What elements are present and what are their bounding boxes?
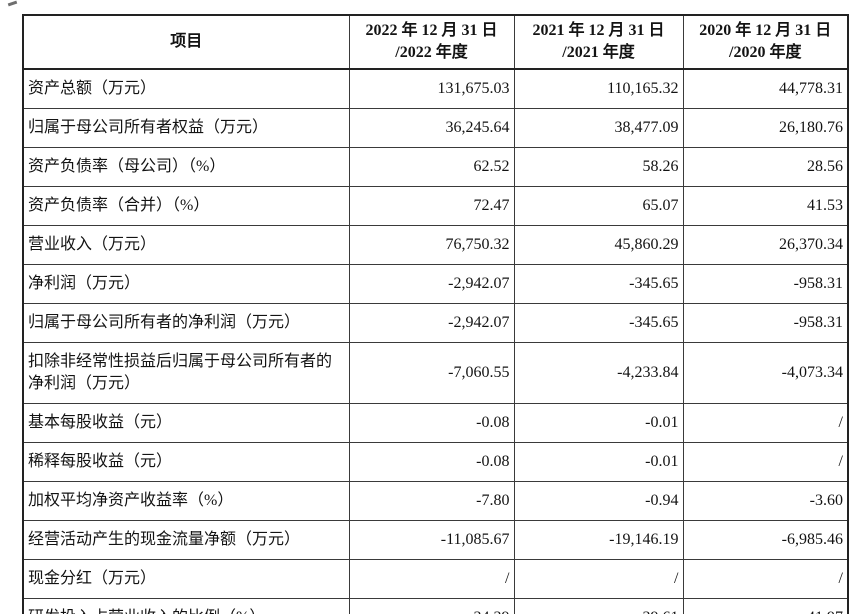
table-row: 归属于母公司所有者的净利润（万元） -2,942.07 -345.65 -958… (22, 303, 849, 343)
value-2022: -11,085.67 (348, 520, 515, 560)
value-2021: -19,146.19 (513, 520, 684, 560)
row-label: 研发投入占营业收入的比例（%） (22, 598, 350, 614)
value-2021: -4,233.84 (513, 342, 684, 404)
value-2020: / (682, 442, 849, 482)
header-line: /2020 年度 (729, 44, 802, 61)
row-label: 资产负债率（合并）（%） (22, 186, 350, 226)
table-row: 净利润（万元） -2,942.07 -345.65 -958.31 (22, 264, 849, 304)
row-label: 净利润（万元） (22, 264, 350, 304)
financial-summary-table: 项目 2022 年 12 月 31 日 /2022 年度 2021 年 12 月… (22, 14, 849, 614)
value-2022: -7.80 (348, 481, 515, 521)
header-line: 2021 年 12 月 31 日 (532, 22, 665, 40)
value-2021: -0.94 (513, 481, 684, 521)
value-2022: -0.08 (348, 442, 515, 482)
value-2021: 110,165.32 (513, 68, 684, 109)
value-2020: 26,180.76 (682, 108, 849, 148)
value-2020: / (682, 559, 849, 599)
value-2022: 34.39 (348, 598, 515, 614)
table-row: 营业收入（万元） 76,750.32 45,860.29 26,370.34 (22, 225, 849, 265)
row-label: 基本每股收益（元） (22, 403, 350, 443)
row-label: 资产总额（万元） (22, 68, 350, 109)
header-2020: 2020 年 12 月 31 日 /2020 年度 (682, 14, 849, 70)
value-2022: 72.47 (348, 186, 515, 226)
header-row: 项目 2022 年 12 月 31 日 /2022 年度 2021 年 12 月… (22, 14, 849, 70)
header-line: /2022 年度 (395, 44, 468, 61)
header-line: 2022 年 12 月 31 日 (365, 22, 498, 40)
row-label: 归属于母公司所有者权益（万元） (22, 108, 350, 148)
row-label: 稀释每股收益（元） (22, 442, 350, 482)
value-2022: 76,750.32 (348, 225, 515, 265)
value-2021: -345.65 (513, 264, 684, 304)
table-row: 归属于母公司所有者权益（万元） 36,245.64 38,477.09 26,1… (22, 108, 849, 148)
header-line: /2021 年度 (562, 44, 635, 61)
header-2021: 2021 年 12 月 31 日 /2021 年度 (513, 14, 684, 70)
value-2020: -4,073.34 (682, 342, 849, 404)
row-label: 归属于母公司所有者的净利润（万元） (22, 303, 350, 343)
table-row: 现金分红（万元） / / / (22, 559, 849, 599)
value-2020: 28.56 (682, 147, 849, 187)
table-row: 资产总额（万元） 131,675.03 110,165.32 44,778.31 (22, 68, 849, 109)
row-label: 资产负债率（母公司）（%） (22, 147, 350, 187)
page-edge-artifact (7, 0, 18, 7)
value-2020: -6,985.46 (682, 520, 849, 560)
value-2022: -2,942.07 (348, 303, 515, 343)
value-2021: -345.65 (513, 303, 684, 343)
row-label: 加权平均净资产收益率（%） (22, 481, 350, 521)
value-2020: 44,778.31 (682, 68, 849, 109)
value-2021: 65.07 (513, 186, 684, 226)
value-2021: 45,860.29 (513, 225, 684, 265)
value-2020: 26,370.34 (682, 225, 849, 265)
value-2022: -0.08 (348, 403, 515, 443)
value-2021: -0.01 (513, 403, 684, 443)
table-row: 稀释每股收益（元） -0.08 -0.01 / (22, 442, 849, 482)
header-2022: 2022 年 12 月 31 日 /2022 年度 (348, 14, 515, 70)
header-line: 2020 年 12 月 31 日 (699, 22, 832, 40)
table-row: 扣除非经常性损益后归属于母公司所有者的净利润（万元） -7,060.55 -4,… (22, 342, 849, 404)
row-label: 扣除非经常性损益后归属于母公司所有者的净利润（万元） (22, 342, 350, 404)
value-2022: 62.52 (348, 147, 515, 187)
value-2022: / (348, 559, 515, 599)
table-row: 基本每股收益（元） -0.08 -0.01 / (22, 403, 849, 443)
value-2020: / (682, 403, 849, 443)
value-2022: -2,942.07 (348, 264, 515, 304)
table-row: 资产负债率（合并）（%） 72.47 65.07 41.53 (22, 186, 849, 226)
value-2022: 36,245.64 (348, 108, 515, 148)
row-label: 经营活动产生的现金流量净额（万元） (22, 520, 350, 560)
table-row: 研发投入占营业收入的比例（%） 34.39 39.61 41.97 (22, 598, 849, 614)
value-2021: 58.26 (513, 147, 684, 187)
value-2020: -958.31 (682, 264, 849, 304)
header-item: 项目 (22, 14, 350, 70)
table-row: 经营活动产生的现金流量净额（万元） -11,085.67 -19,146.19 … (22, 520, 849, 560)
table-row: 资产负债率（母公司）（%） 62.52 58.26 28.56 (22, 147, 849, 187)
row-label: 营业收入（万元） (22, 225, 350, 265)
value-2022: 131,675.03 (348, 68, 515, 109)
value-2022: -7,060.55 (348, 342, 515, 404)
value-2020: -3.60 (682, 481, 849, 521)
value-2021: -0.01 (513, 442, 684, 482)
row-label: 现金分红（万元） (22, 559, 350, 599)
value-2020: -958.31 (682, 303, 849, 343)
value-2021: / (513, 559, 684, 599)
value-2021: 38,477.09 (513, 108, 684, 148)
value-2020: 41.53 (682, 186, 849, 226)
value-2021: 39.61 (513, 598, 684, 614)
table-row: 加权平均净资产收益率（%） -7.80 -0.94 -3.60 (22, 481, 849, 521)
value-2020: 41.97 (682, 598, 849, 614)
